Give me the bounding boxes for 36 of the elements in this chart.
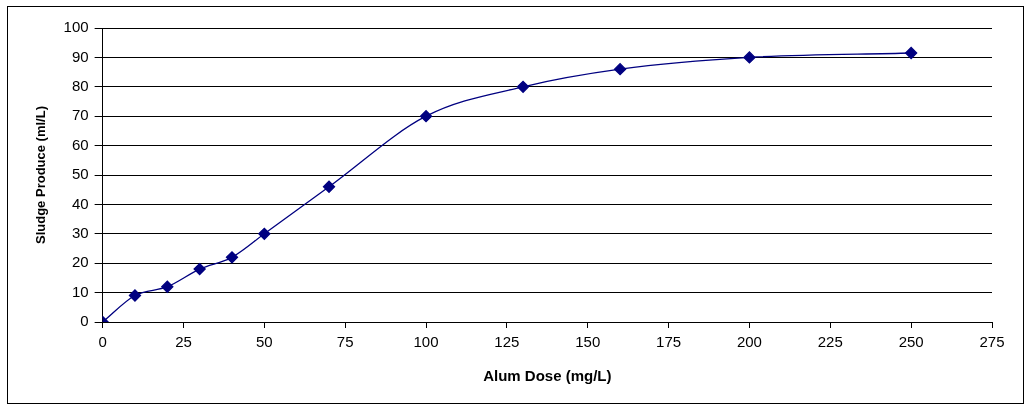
x-axis-title: Alum Dose (mg/L) xyxy=(483,367,612,385)
x-tick-label: 0 xyxy=(98,333,107,351)
point xyxy=(905,46,918,60)
y-tick-label: 50 xyxy=(71,165,89,183)
point xyxy=(516,80,530,93)
x-tick-label: 225 xyxy=(817,333,843,351)
x-tick-label: 275 xyxy=(979,333,1005,351)
x-tick-label: 50 xyxy=(255,333,273,351)
y-tick-label: 0 xyxy=(80,312,89,330)
x-tick-label: 250 xyxy=(898,333,924,351)
point xyxy=(128,289,142,302)
y-tick-label: 80 xyxy=(71,76,89,94)
x-tick-label: 25 xyxy=(175,333,192,351)
x-tick-label: 100 xyxy=(413,333,439,351)
x-tick-label: 75 xyxy=(336,333,354,351)
y-tick-label: 10 xyxy=(71,282,89,300)
y-tick-label: 90 xyxy=(71,47,89,65)
x-tick-label: 125 xyxy=(494,333,520,351)
point xyxy=(743,51,756,64)
y-tick-label: 30 xyxy=(71,223,89,241)
point xyxy=(322,180,336,193)
x-tick-label: 175 xyxy=(656,333,682,351)
point xyxy=(419,110,433,123)
y-tick-label: 20 xyxy=(71,253,89,271)
x-tick-label: 150 xyxy=(575,333,601,351)
point xyxy=(193,262,206,276)
point xyxy=(258,227,271,240)
point xyxy=(161,280,174,293)
y-tick-label: 70 xyxy=(71,106,89,124)
y-tick-label: 60 xyxy=(71,135,89,153)
point xyxy=(225,251,239,264)
point xyxy=(613,63,627,76)
y-tick-label: 40 xyxy=(71,194,89,212)
y-tick-label: 100 xyxy=(63,18,89,36)
y-axis-title: Sludge Produce (ml/L) xyxy=(33,106,49,244)
x-tick-label: 200 xyxy=(736,333,762,351)
